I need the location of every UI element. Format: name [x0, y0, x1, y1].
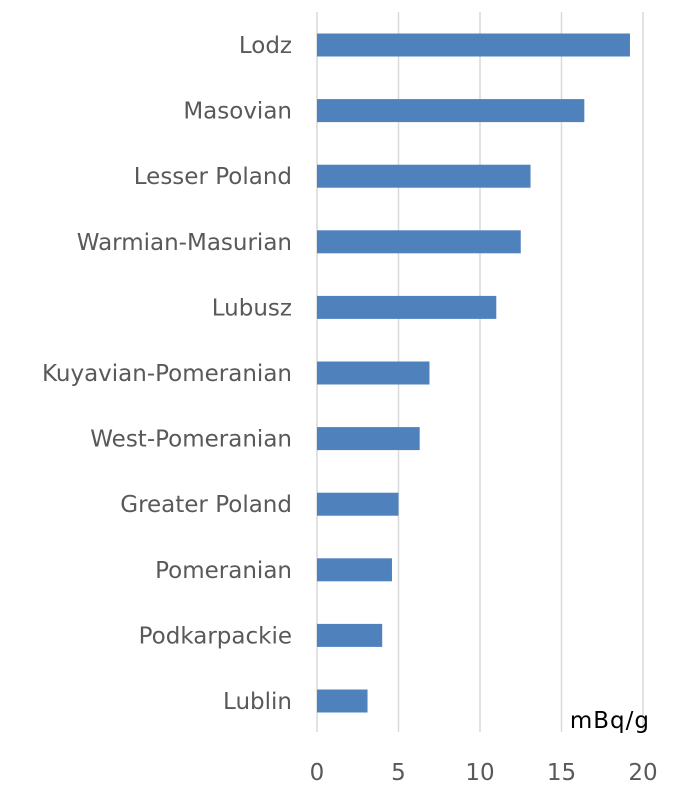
category-label: Podkarpackie [139, 623, 292, 649]
category-label: Lublin [223, 689, 292, 715]
bar [317, 623, 383, 647]
category-label: West-Pomeranian [90, 427, 292, 453]
category-label: Warmian-Masurian [77, 230, 292, 256]
bar [317, 33, 630, 57]
bar [317, 99, 585, 123]
x-tick-label: 20 [628, 760, 657, 786]
gridlines [316, 12, 644, 732]
bar [317, 558, 392, 582]
x-tick-label: 15 [547, 760, 576, 786]
category-label: Lubusz [212, 295, 292, 321]
x-tick-label: 5 [391, 760, 406, 786]
bar [317, 361, 430, 385]
category-label: Lodz [239, 33, 292, 59]
x-axis-ticks: 0 5 10 15 20 [310, 760, 658, 786]
bar [317, 427, 420, 451]
bar [317, 295, 497, 319]
bar [317, 230, 521, 254]
category-label: Kuyavian-Pomeranian [42, 361, 292, 387]
category-label: Masovian [183, 99, 292, 125]
bar [317, 689, 368, 713]
category-label: Greater Poland [120, 492, 292, 518]
x-tick-label: 0 [310, 760, 325, 786]
bar [317, 492, 399, 516]
category-labels: Lodz Masovian Lesser Poland Warmian-Masuria… [42, 33, 292, 715]
x-axis-unit-label: mBq/g [570, 708, 650, 734]
x-tick-label: 10 [465, 760, 494, 786]
category-label: Lesser Poland [134, 164, 292, 190]
bar [317, 164, 531, 188]
category-label: Pomeranian [155, 558, 292, 584]
bars [317, 33, 630, 713]
